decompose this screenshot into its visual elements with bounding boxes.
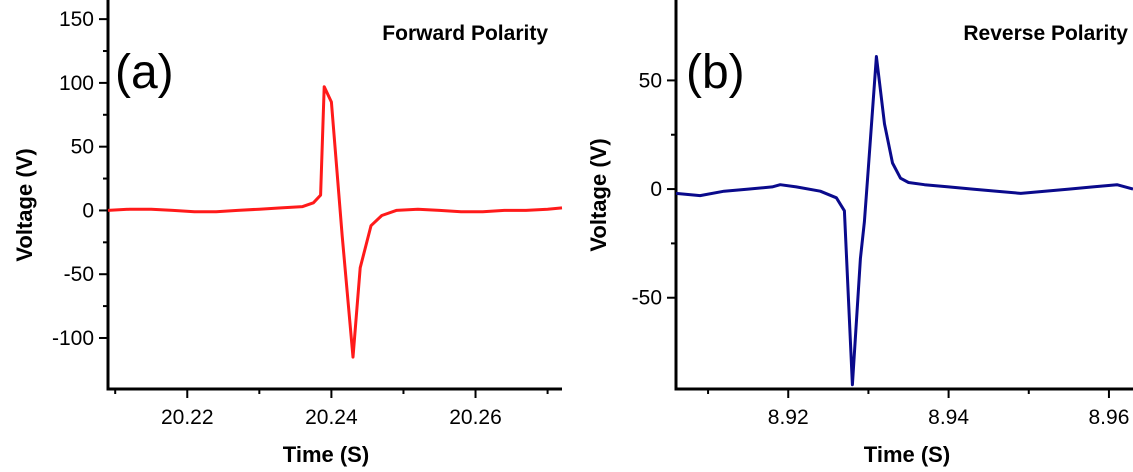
panel-a-y-tick-label: -50 bbox=[64, 263, 94, 286]
panel-a-x-tick-label: 20.24 bbox=[305, 406, 358, 429]
panel-a-y-tick-label: 100 bbox=[59, 72, 94, 95]
panel-a: -100 -50 0 50 100 150 20.22 20.24 20.26 (a) Forw… bbox=[12, 0, 563, 467]
panel-b-series-line bbox=[675, 55, 1133, 387]
panel-a-y-tick-label: 0 bbox=[82, 199, 94, 222]
panel-a-x-tick-label: 20.22 bbox=[161, 406, 214, 429]
panel-a-y-axis-title: Voltage (V) bbox=[12, 148, 37, 261]
panel-b-y-tick-label: 0 bbox=[650, 178, 662, 201]
panel-a-ticks: -100 -50 0 50 100 150 20.22 20.24 20.26 bbox=[52, 8, 549, 429]
panel-a-x-tick-label: 20.26 bbox=[449, 406, 502, 429]
panel-b-x-tick-label: 8.92 bbox=[768, 406, 809, 429]
panel-a-title: Forward Polarity bbox=[382, 22, 548, 45]
panel-b-axes bbox=[674, 0, 1133, 391]
panel-a-series-line bbox=[107, 85, 563, 359]
panel-a-y-tick-label: 50 bbox=[71, 136, 94, 159]
panel-a-axes bbox=[106, 0, 562, 391]
panel-a-x-axis-title: Time (S) bbox=[283, 442, 369, 467]
panel-b-x-tick-label: 8.94 bbox=[928, 406, 969, 429]
panel-b-x-axis-title: Time (S) bbox=[864, 442, 950, 467]
panel-b-label: (b) bbox=[686, 46, 745, 99]
panel-b-ticks: -50 0 50 8.92 8.94 8.96 bbox=[632, 69, 1130, 429]
panel-b-y-tick-label: -50 bbox=[632, 287, 662, 310]
panel-a-label: (a) bbox=[115, 46, 174, 99]
panel-b-title: Reverse Polarity bbox=[963, 22, 1128, 45]
panel-a-y-tick-label: 150 bbox=[59, 8, 94, 31]
panel-b-y-tick-label: 50 bbox=[639, 69, 662, 92]
panel-b-x-tick-label: 8.96 bbox=[1089, 406, 1130, 429]
panel-b-y-axis-title: Voltage (V) bbox=[586, 138, 611, 251]
panel-a-y-tick-label: -100 bbox=[52, 327, 94, 350]
